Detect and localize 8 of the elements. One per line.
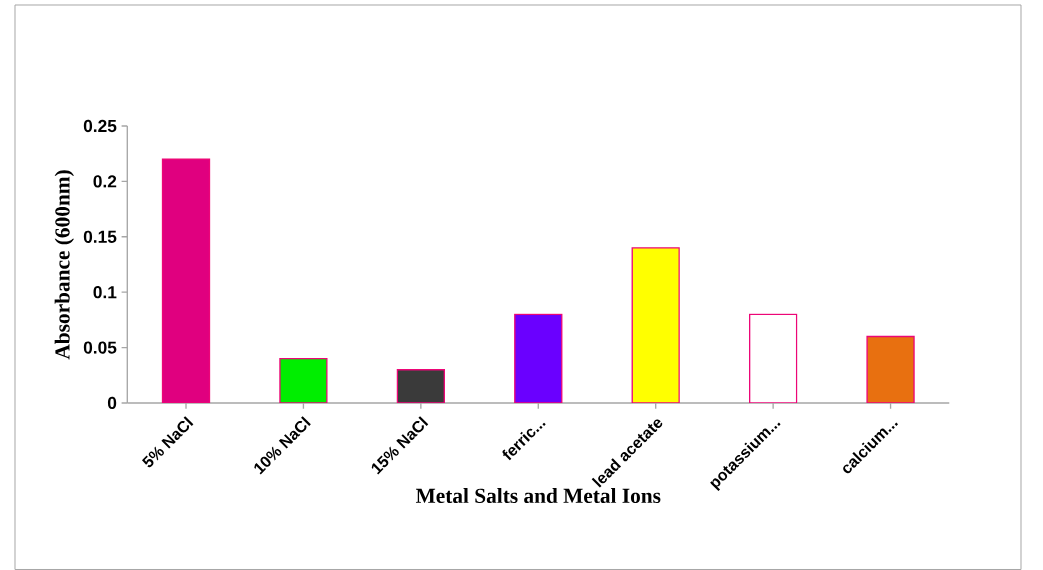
y-tick-label: 0.25: [83, 119, 117, 133]
x-axis-title: Metal Salts and Metal Ions: [415, 488, 661, 504]
y-tick-label: 0.15: [83, 230, 117, 243]
y-tick-label: 0: [107, 396, 117, 410]
y-tick-label: 0.2: [93, 175, 117, 188]
y-axis-title: Absorbance (600nm): [54, 170, 74, 360]
y-tick-label: 0.05: [83, 341, 117, 354]
y-tick-label: 0.1: [93, 286, 117, 299]
